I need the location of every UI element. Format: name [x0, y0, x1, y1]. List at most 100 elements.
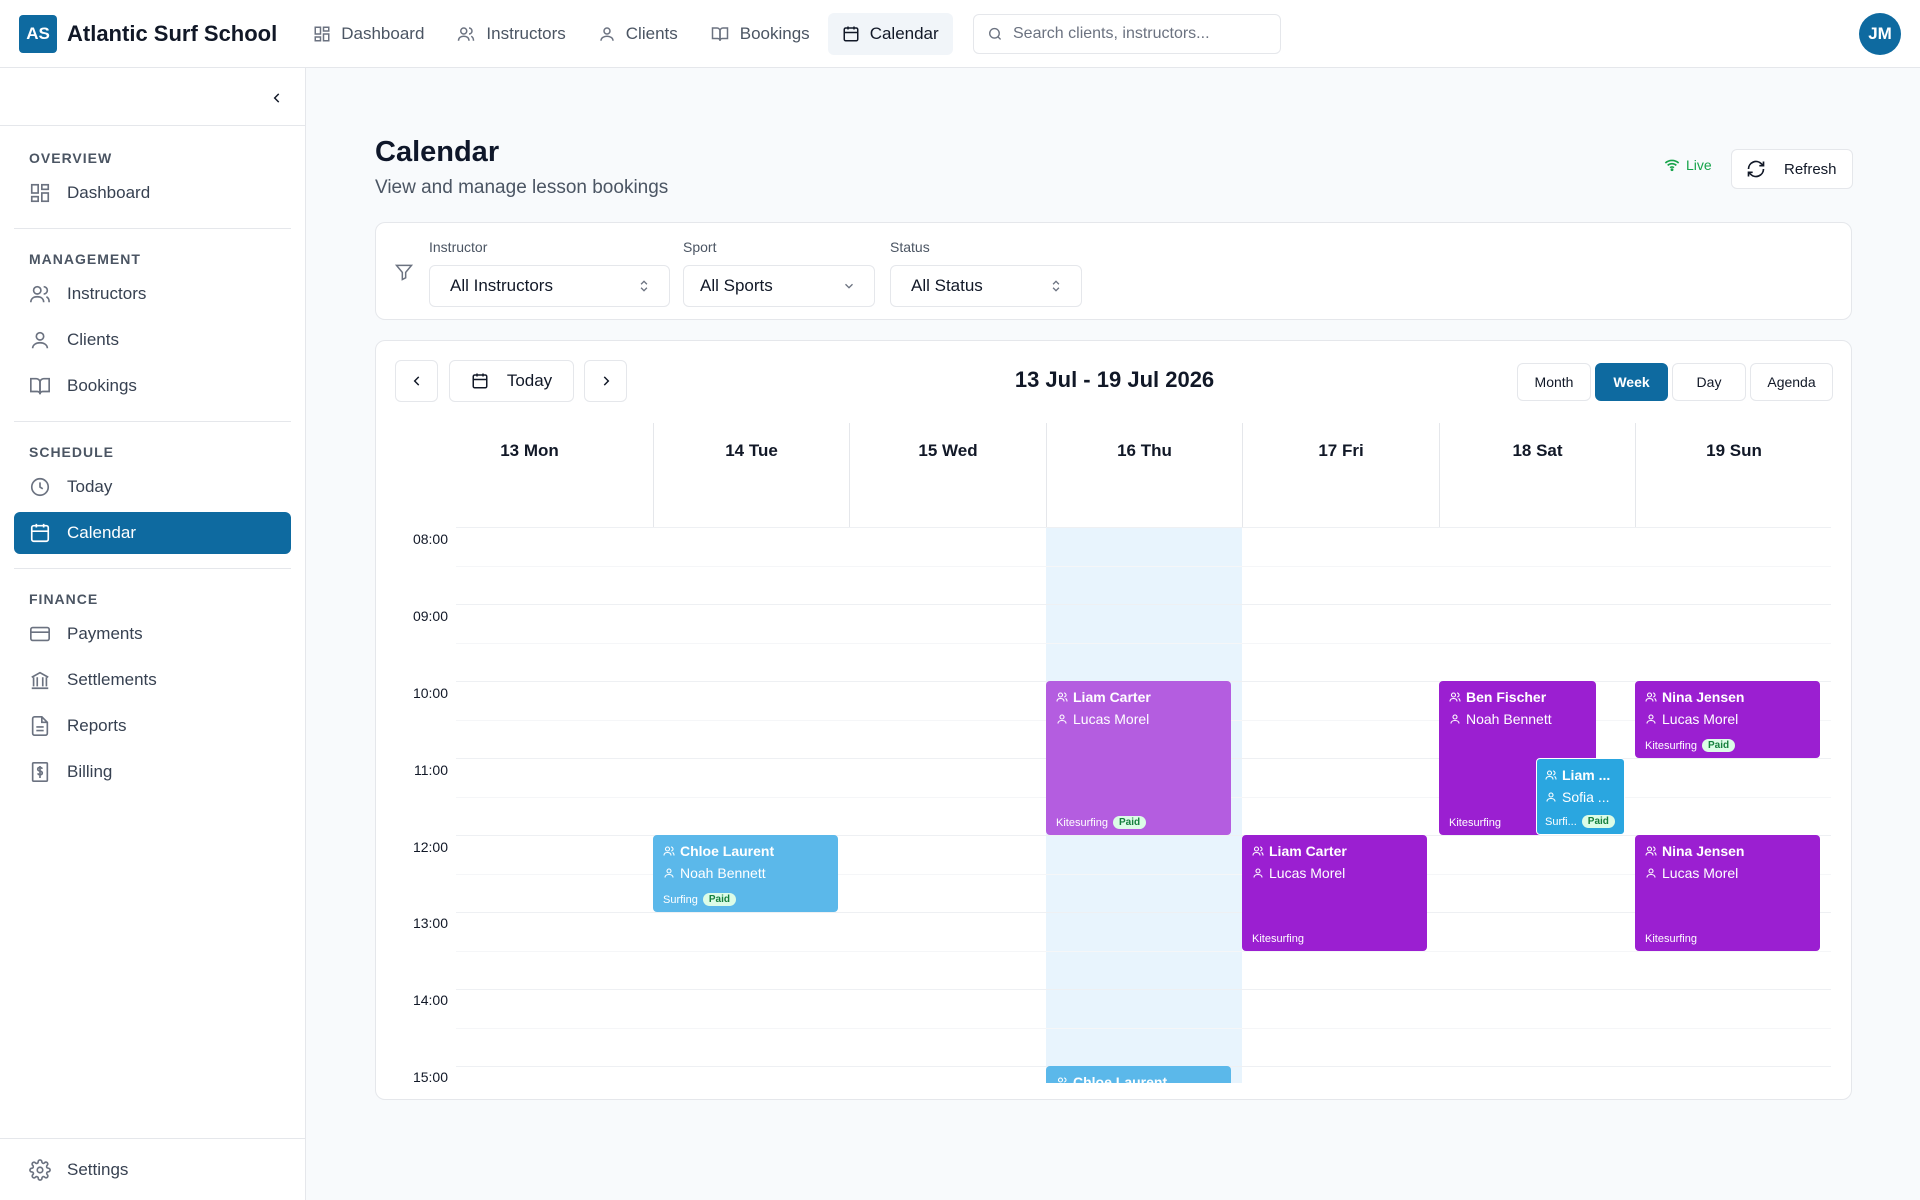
booking-event[interactable]: Nina Jensen Lucas Morel Kitesurfing [1635, 835, 1820, 951]
time-label: 08:00 [412, 531, 448, 547]
search-box[interactable] [972, 13, 1281, 54]
user-icon [31, 331, 49, 349]
user-avatar[interactable]: JM [1859, 13, 1901, 55]
event-instructor: Chloe Laurent [663, 840, 838, 862]
topnav-dashboard[interactable]: Dashboard [299, 13, 438, 55]
calendar-grid[interactable]: Liam Carter Lucas Morel Kitesurfing Paid Chl… [456, 527, 1831, 1083]
sidebar-item-calendar[interactable]: Calendar [14, 512, 291, 554]
sidebar-item-label: Settlements [67, 670, 157, 689]
sidebar-item-billing[interactable]: Billing [14, 751, 291, 793]
brand[interactable]: AS Atlantic Surf School [19, 14, 278, 53]
user-icon [1057, 714, 1067, 724]
event-instructor: Liam ... [1545, 764, 1624, 786]
sport-select[interactable]: All Sports [683, 265, 875, 307]
user-icon [1253, 868, 1263, 878]
event-client-name: Lucas Morel [1269, 865, 1346, 881]
day-header-16-thu[interactable]: 16 Thu [1046, 423, 1242, 527]
topnav-calendar[interactable]: Calendar [827, 12, 953, 55]
users-icon [1252, 846, 1264, 856]
view-month-button[interactable]: Month [1517, 363, 1591, 401]
status-filter: Status All Status [890, 239, 1082, 307]
event-client: Noah Bennett [1449, 708, 1596, 730]
clock-icon [30, 477, 50, 497]
chevron-up-down-icon [640, 280, 648, 292]
brand-name: Atlantic Surf School [67, 20, 278, 46]
book-icon [711, 26, 728, 41]
sidebar-item-settlements[interactable]: Settlements [14, 659, 291, 701]
live-label: Live [1686, 157, 1712, 173]
users-icon [1645, 846, 1657, 856]
booking-event[interactable]: Liam Carter Lucas Morel Kitesurfing Paid [1046, 681, 1231, 835]
half-hour-gridline [456, 873, 1831, 875]
sport-filter: Sport All Sports [683, 239, 875, 307]
day-header-19-sun[interactable]: 19 Sun [1635, 423, 1832, 527]
sidebar-item-dashboard[interactable]: Dashboard [14, 172, 291, 214]
booking-event[interactable]: Chloe Laurent [1046, 1066, 1231, 1083]
booking-event[interactable]: Liam ... Sofia ... Surfi... Paid [1536, 758, 1625, 835]
event-instructor-name: Chloe Laurent [680, 843, 775, 859]
collapse-sidebar-button[interactable] [266, 87, 288, 109]
event-footer: Surfi... Paid [1545, 815, 1615, 828]
calendar-panel: Today 13 Jul - 19 Jul 2026 Month Week Da… [375, 340, 1852, 1100]
topnav-bookings-label: Bookings [739, 23, 810, 43]
instructor-select-value: All Instructors [450, 276, 553, 295]
day-header-13-mon[interactable]: 13 Mon [500, 441, 559, 460]
event-footer: Kitesurfing Paid [1056, 816, 1147, 829]
sidebar-item-reports[interactable]: Reports [14, 705, 291, 747]
sidebar-section-finance: FINANCE Payments Settlements Reports Bil… [0, 569, 305, 793]
chevron-down-icon [845, 283, 853, 289]
instructor-select[interactable]: All Instructors [429, 265, 670, 307]
topnav-instructors[interactable]: Instructors [442, 13, 579, 55]
topnav-bookings[interactable]: Bookings [696, 13, 824, 55]
event-sport: Kitesurfing [1645, 739, 1697, 752]
sport-filter-label: Sport [683, 239, 717, 255]
receipt-dollar-icon [31, 762, 49, 782]
calendar-icon [30, 523, 50, 543]
sidebar-item-payments[interactable]: Payments [14, 613, 291, 655]
day-header-17-fri[interactable]: 17 Fri [1242, 423, 1439, 527]
sidebar-item-bookings[interactable]: Bookings [14, 365, 291, 407]
time-label: 11:00 [414, 762, 448, 778]
view-week-button[interactable]: Week [1595, 363, 1668, 401]
sidebar-divider [14, 568, 291, 569]
booking-event[interactable]: Liam Carter Lucas Morel Kitesurfing [1242, 835, 1427, 951]
event-client-name: Lucas Morel [1073, 711, 1150, 727]
event-instructor: Liam Carter [1252, 840, 1427, 862]
day-header-15-wed[interactable]: 15 Wed [849, 423, 1046, 527]
user-icon [664, 868, 674, 878]
day-header-14-tue[interactable]: 14 Tue [653, 423, 849, 527]
topnav-clients[interactable]: Clients [584, 13, 692, 55]
booking-event[interactable]: Nina Jensen Lucas Morel Kitesurfing Paid [1635, 681, 1820, 758]
event-instructor-name: Ben Fischer [1466, 689, 1547, 705]
prev-week-button[interactable] [395, 360, 438, 402]
sidebar-section-management: MANAGEMENT Instructors Clients Bookings [0, 229, 305, 407]
next-week-button[interactable] [584, 360, 627, 402]
status-select[interactable]: All Status [890, 265, 1082, 307]
day-header-18-sat[interactable]: 18 Sat [1439, 423, 1635, 527]
event-footer: Kitesurfing [1449, 817, 1501, 829]
today-button[interactable]: Today [449, 360, 574, 402]
time-label: 09:00 [412, 608, 448, 624]
sidebar-item-instructors[interactable]: Instructors [14, 273, 291, 315]
search-input[interactable] [1013, 24, 1267, 43]
sidebar-item-settings[interactable]: Settings [14, 1149, 292, 1191]
page-title: Calendar [375, 136, 500, 168]
instructor-filter: Instructor All Instructors [429, 239, 670, 307]
status-select-value: All Status [911, 276, 983, 295]
sidebar-item-today[interactable]: Today [14, 466, 291, 508]
chevron-left-icon [273, 93, 280, 103]
hour-gridline [456, 527, 1831, 528]
time-label: 15:00 [412, 1069, 448, 1085]
wifi-icon [1664, 159, 1680, 172]
view-day-button[interactable]: Day [1672, 363, 1746, 401]
credit-card-icon [30, 626, 50, 642]
view-agenda-button[interactable]: Agenda [1750, 363, 1833, 401]
sidebar-item-clients[interactable]: Clients [14, 319, 291, 361]
hour-gridline [456, 989, 1831, 990]
refresh-button[interactable]: Refresh [1731, 149, 1853, 189]
sidebar-collapse-row [0, 68, 305, 126]
event-client: Lucas Morel [1252, 862, 1427, 884]
sidebar-item-label: Settings [67, 1160, 129, 1179]
event-instructor-name: Nina Jensen [1662, 689, 1745, 705]
booking-event[interactable]: Chloe Laurent Noah Bennett Surfing Paid [653, 835, 838, 912]
